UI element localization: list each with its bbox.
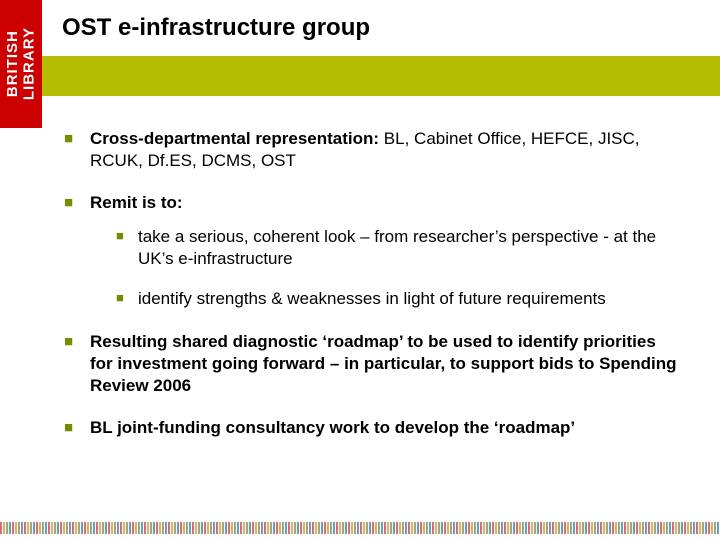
sub-bullet-group: ■ take a serious, coherent look – from r… (90, 226, 680, 310)
bullet-text: Cross-departmental representation: BL, C… (90, 128, 680, 172)
bullet-item: ■ BL joint-funding consultancy work to d… (64, 417, 680, 439)
bullet-bold-lead: Cross-departmental representation: (90, 129, 379, 148)
sub-bullet-item: ■ identify strengths & weaknesses in lig… (116, 288, 680, 310)
bullet-text: Remit is to: (90, 192, 680, 214)
brand-logo-bar: BRITISH LIBRARY (0, 0, 42, 128)
bullet-text: BL joint-funding consultancy work to dev… (90, 417, 680, 439)
footer-barcode-decoration (0, 522, 720, 534)
slide-body: ■ Cross-departmental representation: BL,… (64, 128, 680, 512)
square-bullet-icon: ■ (64, 417, 90, 439)
logo-line-2: LIBRARY (20, 27, 37, 100)
square-bullet-icon: ■ (64, 128, 90, 172)
square-bullet-icon: ■ (64, 192, 90, 214)
bullet-item: ■ Resulting shared diagnostic ‘roadmap’ … (64, 331, 680, 397)
square-bullet-icon: ■ (116, 226, 138, 270)
square-bullet-icon: ■ (116, 288, 138, 310)
brand-logo-text: BRITISH LIBRARY (5, 27, 38, 100)
bullet-text: Resulting shared diagnostic ‘roadmap’ to… (90, 331, 680, 397)
logo-line-1: BRITISH (4, 31, 21, 98)
title-white-band: OST e-infrastructure group (42, 0, 720, 56)
slide: OST e-infrastructure group BRITISH LIBRA… (0, 0, 720, 540)
bullet-item: ■ Cross-departmental representation: BL,… (64, 128, 680, 172)
bullet-item: ■ Remit is to: (64, 192, 680, 214)
slide-title: OST e-infrastructure group (62, 14, 370, 42)
square-bullet-icon: ■ (64, 331, 90, 397)
bullet-bold-lead: Remit is to: (90, 193, 183, 212)
sub-bullet-item: ■ take a serious, coherent look – from r… (116, 226, 680, 270)
sub-bullet-text: identify strengths & weaknesses in light… (138, 288, 680, 310)
sub-bullet-text: take a serious, coherent look – from res… (138, 226, 680, 270)
